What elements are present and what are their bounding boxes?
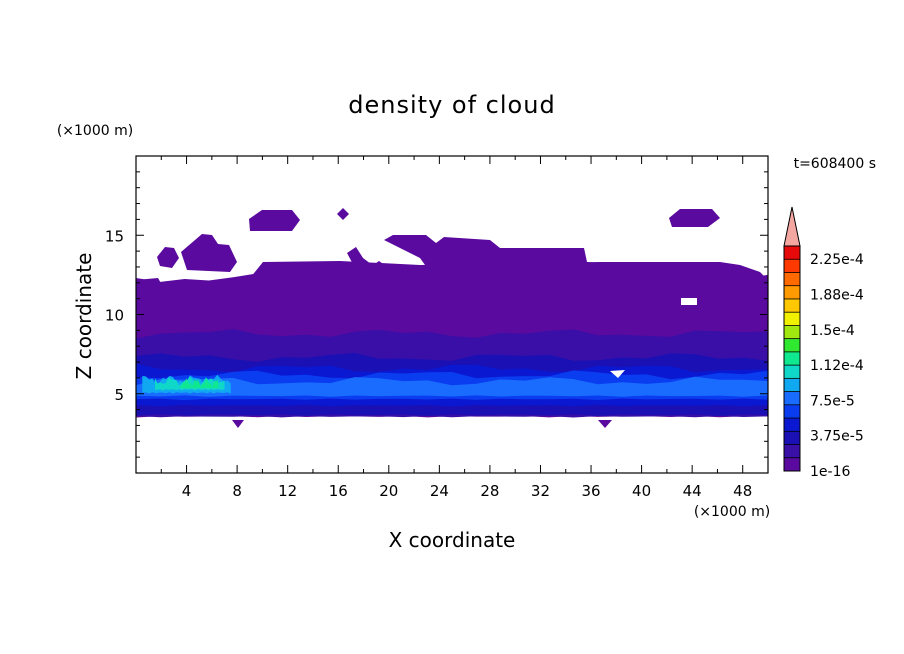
colorbar-swatch [784, 391, 800, 406]
x-tick-label: 16 [329, 482, 348, 500]
axis-ticks [136, 156, 768, 473]
cloud-base-spike [232, 420, 244, 428]
x-tick-label: 32 [531, 482, 550, 500]
y-axis-label: Z coordinate [72, 253, 96, 380]
y-unit-label: (×1000 m) [57, 123, 133, 139]
colorbar-swatch [784, 404, 800, 419]
chart-title: density of cloud [348, 91, 555, 119]
contour-level-8 [180, 377, 219, 389]
y-tick-label: 10 [105, 307, 124, 325]
x-tick-label: 36 [581, 482, 600, 500]
colorbar-swatch [784, 365, 800, 379]
colorbar-swatch [784, 338, 800, 353]
colorbar-label: 1.5e-4 [810, 323, 855, 339]
x-tick-label: 44 [683, 482, 702, 500]
cloud-patch [181, 234, 237, 272]
x-tick-label: 24 [430, 482, 449, 500]
colorbar-swatch [784, 246, 800, 260]
cloud-gap [610, 370, 625, 378]
y-tick-label: 5 [114, 386, 124, 404]
contour-level-5 [136, 376, 768, 397]
x-tick-label: 4 [182, 482, 192, 500]
x-axis-label: X coordinate [389, 528, 516, 552]
colorbar-frame [783, 245, 801, 472]
colorbar-swatch [784, 457, 800, 472]
x-tick-label: 28 [480, 482, 499, 500]
colorbar-swatch [784, 418, 800, 432]
colorbar: 1e-16 3.75e-5 7.5e-5 1.12e-4 1.5e-4 1.88e-4 2.… [783, 206, 864, 480]
colorbar-swatch [784, 431, 800, 445]
x-tick-label: 40 [632, 482, 651, 500]
colorbar-label: 1.88e-4 [810, 288, 864, 304]
colorbar-swatch [784, 259, 800, 273]
colorbar-label: 3.75e-5 [810, 429, 864, 445]
cloud-patch [337, 208, 349, 220]
y-tick-label: 15 [105, 227, 124, 245]
x-tick-label: 20 [379, 482, 398, 500]
x-unit-label: (×1000 m) [694, 504, 770, 520]
colorbar-swatch [784, 444, 800, 459]
cloud-patch [249, 210, 300, 231]
colorbar-swatch [784, 351, 800, 366]
colorbar-swatch [784, 378, 800, 392]
colorbar-label: 2.25e-4 [810, 252, 864, 268]
colorbar-swatch [784, 298, 800, 313]
colorbar-label: 1.12e-4 [810, 358, 864, 374]
cloud-gap [681, 298, 697, 305]
colorbar-swatch [784, 312, 800, 326]
x-tick-label: 48 [733, 482, 752, 500]
colorbar-swatch [784, 272, 800, 287]
colorbar-label: 1e-16 [810, 464, 850, 480]
cloud-base-spike [598, 420, 612, 428]
x-tick-label: 12 [278, 482, 297, 500]
x-tick-label: 8 [232, 482, 242, 500]
colorbar-swatch [784, 285, 800, 300]
cloud-patch [669, 209, 720, 227]
colorbar-extend-arrow [783, 206, 801, 247]
x-tick-labels: 4 8 12 16 20 24 28 32 36 40 44 48 [182, 482, 752, 500]
colorbar-label: 7.5e-5 [810, 393, 855, 409]
y-tick-labels: 5 10 15 [105, 227, 124, 404]
colorbar-swatch [784, 325, 800, 340]
time-label: t=608400 s [794, 156, 876, 172]
cloud-patch [157, 247, 179, 268]
contour-fields [136, 208, 768, 428]
